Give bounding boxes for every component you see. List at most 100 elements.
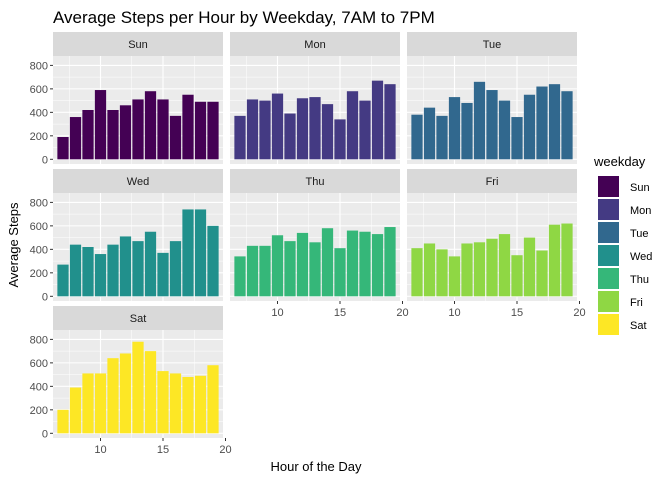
bar-tue-13 [486,90,498,160]
bar-thu-18 [371,234,384,297]
bar-tue-18 [548,84,561,160]
bar-mon-7 [234,115,246,160]
bar-sun-16 [169,115,182,160]
legend-label-tue: Tue [630,228,649,240]
bar-tue-11 [461,102,473,160]
bar-sun-15 [157,99,169,160]
facet-strip [407,32,577,56]
x-tick-label: 10 [448,307,460,319]
bar-mon-9 [259,100,271,160]
bar-thu-16 [346,230,359,297]
bar-tue-19 [561,91,573,160]
legend-label-fri: Fri [630,297,643,309]
bar-wed-15 [157,252,169,297]
bar-fri-19 [561,223,573,297]
y-tick-label: 0 [42,291,48,303]
legend-key-mon [598,199,619,220]
y-tick-label: 800 [30,60,48,72]
bar-sat-19 [207,365,219,434]
bar-sun-11 [107,110,119,160]
bar-mon-10 [271,93,284,160]
legend-label-thu: Thu [630,274,649,286]
bar-wed-9 [82,247,94,297]
chart-title: Average Steps per Hour by Weekday, 7AM t… [53,8,435,27]
legend-key-sun [598,176,619,197]
facet-strip-label: Thu [306,176,325,188]
bar-tue-7 [411,114,423,160]
x-tick-label: 10 [271,307,283,319]
bar-mon-15 [334,119,346,160]
bar-wed-14 [144,231,157,297]
bar-thu-13 [309,242,321,297]
bar-sat-7 [57,409,69,434]
bar-sat-14 [144,351,157,434]
x-tick-label: 20 [573,307,585,319]
x-tick-label: 20 [219,444,231,456]
legend-label-sun: Sun [630,182,650,194]
bar-sat-16 [169,373,182,434]
x-tick-label: 15 [334,307,346,319]
legend-label-mon: Mon [630,205,651,217]
bar-sat-11 [107,358,119,434]
legend-key-fri [598,291,619,312]
bar-wed-8 [69,244,82,297]
facet-strip-label: Tue [483,39,502,51]
y-tick-label: 0 [42,154,48,166]
legend-key-wed [598,245,619,266]
bar-sun-7 [57,137,69,160]
bar-fri-12 [473,242,486,297]
bar-mon-8 [246,99,259,160]
x-axis-label: Hour of the Day [270,459,362,474]
legend-key-tue [598,222,619,243]
bar-sat-13 [132,341,144,434]
facet-strip-label: Wed [127,176,149,188]
legend-key-sat [598,314,619,335]
x-tick-label: 15 [511,307,523,319]
bar-fri-17 [536,250,548,297]
bar-tue-9 [436,115,448,160]
y-tick-label: 800 [30,334,48,346]
y-tick-label: 200 [30,405,48,417]
bar-thu-15 [334,248,346,297]
bar-sun-17 [182,94,194,160]
bar-sun-18 [194,101,207,160]
bar-sat-12 [119,353,132,434]
x-tick-label: 15 [157,444,169,456]
y-tick-label: 600 [30,84,48,96]
bar-tue-16 [523,94,536,160]
x-tick-label: 20 [396,307,408,319]
bar-sun-13 [132,99,144,160]
y-tick-label: 200 [30,131,48,143]
bar-fri-13 [486,238,498,297]
bar-wed-18 [194,209,207,297]
bar-fri-18 [548,224,561,297]
panel-sat: Sat 0 200 400 600 800 10 15 20 [30,306,232,456]
facet-strip-label: Fri [486,176,499,188]
bar-mon-14 [321,104,334,160]
bar-thu-8 [246,245,259,297]
y-tick-label: 400 [30,107,48,119]
bar-tue-17 [536,86,548,160]
bar-mon-19 [384,84,396,160]
bar-sat-17 [182,376,194,434]
facet-strip [407,169,577,193]
panel-tue: Tue [407,32,577,164]
bar-tue-10 [448,97,461,160]
bar-wed-12 [119,236,132,297]
bar-tue-14 [498,100,511,160]
bar-fri-11 [461,243,473,297]
bar-sun-19 [207,101,219,160]
bar-fri-14 [498,234,511,297]
facet-strip-label: Sun [128,39,148,51]
y-axis-label: Average Steps [6,202,21,288]
legend-title: weekday [593,154,646,169]
bar-fri-16 [523,237,536,297]
facet-strip [230,32,400,56]
bar-mon-11 [284,113,296,160]
facet-strip [53,306,223,330]
panel-thu: Thu 10 15 20 [230,169,409,319]
y-tick-label: 800 [30,197,48,209]
bar-wed-7 [57,264,69,297]
bar-thu-17 [359,231,371,297]
